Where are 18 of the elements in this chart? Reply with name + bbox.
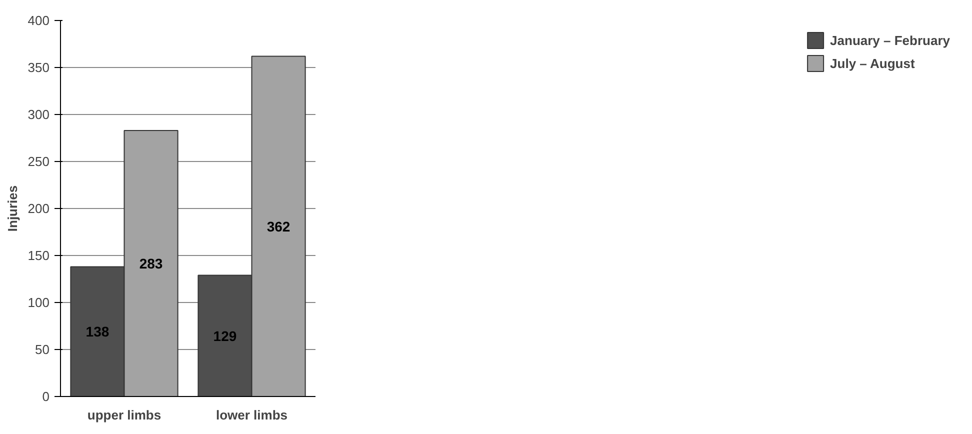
y-tick-label: 400	[28, 13, 50, 28]
y-tick-label: 150	[28, 248, 50, 263]
y-tick-label: 300	[28, 107, 50, 122]
data-label: 362	[266, 218, 290, 234]
data-label: 138	[86, 324, 110, 340]
legend-label: July – August	[830, 56, 915, 70]
data-label: 283	[139, 255, 163, 272]
y-axis-title: Injuries	[4, 185, 20, 232]
y-tick-label: 350	[28, 60, 50, 75]
y-tick-label: 100	[28, 295, 50, 310]
y-tick-label: 200	[28, 201, 50, 216]
x-tick-label: lower limbs	[216, 408, 288, 422]
y-tick-label: 250	[28, 154, 50, 169]
y-tick-label: 0	[42, 389, 50, 404]
data-label: 129	[213, 328, 237, 344]
y-tick-label: 50	[35, 342, 50, 357]
x-tick-label: upper limbs	[87, 408, 162, 422]
legend-label: January – February	[830, 32, 950, 48]
